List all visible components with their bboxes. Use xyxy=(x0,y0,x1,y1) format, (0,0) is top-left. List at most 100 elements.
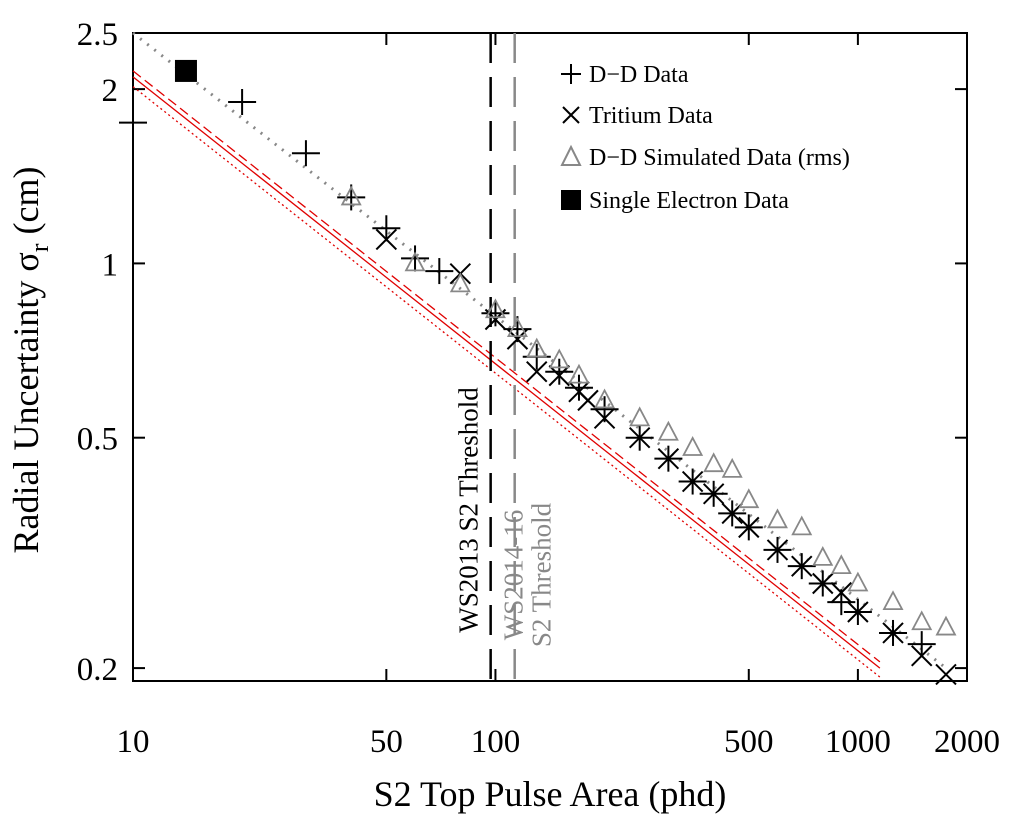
simulated-data-point xyxy=(629,406,651,427)
tritium-data-point xyxy=(812,572,834,595)
y-tick-label: 2 xyxy=(102,73,119,109)
plot-frame xyxy=(132,32,968,682)
tritium-point-b xyxy=(766,539,789,561)
tritium-point-b xyxy=(812,572,834,595)
simulated-data-point xyxy=(911,610,933,631)
simulated-data-point xyxy=(721,457,743,478)
tritium-data-point xyxy=(577,389,599,412)
tritium-point-b xyxy=(935,663,957,686)
tritium-data-point xyxy=(830,581,853,604)
legend-item-single-electron: Single Electron Data xyxy=(561,188,789,214)
simulated-data-point xyxy=(738,488,760,509)
y-tick-label: 1 xyxy=(102,247,119,283)
x-tick-label: 50 xyxy=(370,724,403,760)
y-tick-label: 2.5 xyxy=(77,17,118,53)
dd-data-point xyxy=(372,215,401,242)
y-tick-label: 0.2 xyxy=(77,652,118,688)
fit-lines xyxy=(132,31,947,678)
legend-plus-marker xyxy=(561,64,581,84)
red-dotted-line xyxy=(132,86,881,678)
simulated-data-point xyxy=(568,363,590,384)
threshold-label-ws2014-line1: WS2014-16 xyxy=(499,510,529,641)
simulated-data-point xyxy=(812,545,834,566)
tritium-data-point xyxy=(681,470,704,493)
dd-data-point xyxy=(291,140,320,167)
tritium-data-point xyxy=(721,502,743,525)
y-axis-title-main: Radial Uncertainty σ xyxy=(6,252,46,553)
red-dashed-line xyxy=(132,70,881,663)
threshold-label-ws2013: WS2013 S2 Threshold xyxy=(454,387,484,633)
simulated-data-point xyxy=(766,508,788,529)
tritium-point-b xyxy=(526,361,548,383)
x-axis-title: S2 Top Pulse Area (phd) xyxy=(374,774,727,814)
legend-label-tritium: Tritium Data xyxy=(589,103,713,129)
tritium-data-point xyxy=(935,663,957,686)
tritium-point-b xyxy=(548,364,570,387)
y-axis-title: Radial Uncertainty σr (cm) xyxy=(6,167,54,554)
simulated-data-point xyxy=(340,185,362,206)
tritium-point-b xyxy=(847,601,869,623)
y-axis-title-sub: r xyxy=(25,243,54,252)
tritium-data-point xyxy=(593,407,616,430)
simulated-data-point xyxy=(682,436,704,456)
simulated-data-point xyxy=(449,272,471,293)
tritium-point-b xyxy=(628,426,651,449)
simulated-data-point xyxy=(404,251,426,272)
y-tick-label: 0.5 xyxy=(77,422,118,458)
simulated-data-point xyxy=(526,337,548,358)
tritium-data-point xyxy=(882,622,904,644)
tritium-data-point xyxy=(791,555,813,577)
simulated-data-point xyxy=(935,615,957,636)
threshold-label-ws2014-line2: S2 Threshold xyxy=(527,502,557,647)
tritium-point-b xyxy=(657,447,680,470)
dd-data-point xyxy=(401,245,430,272)
legend-triangle-marker xyxy=(560,144,582,166)
legend-item-dd: D−D Data xyxy=(561,62,689,88)
simulated-data-point xyxy=(484,298,506,319)
dd-data-point xyxy=(425,258,454,285)
tritium-point-b xyxy=(882,622,904,644)
tritium-point-b xyxy=(593,407,616,430)
tritium-point-b xyxy=(911,645,933,667)
simulated-data-point xyxy=(548,348,570,369)
x-tick-label: 500 xyxy=(724,724,774,760)
x-tick-label: 2000 xyxy=(934,724,1000,760)
legend: D−D Data Tritium Data D−D Simulated Data… xyxy=(560,62,850,214)
tritium-data-point xyxy=(628,426,651,449)
tritium-data-point xyxy=(738,516,760,539)
x-tick-label: 100 xyxy=(471,724,521,760)
tick-labels: 10 50 100 500 1000 2000 0.2 0.5 1 2 2.5 xyxy=(77,17,1000,760)
legend-item-tritium: Tritium Data xyxy=(562,103,713,129)
data-points xyxy=(119,59,957,686)
simulated-data-point xyxy=(703,452,725,473)
tritium-data-point xyxy=(375,228,398,251)
tritium-point-b xyxy=(830,581,853,604)
thresholds: WS2013 S2 Threshold WS2014-16S2 Threshold xyxy=(454,33,557,681)
dd-data-point xyxy=(907,631,936,658)
red-solid-line xyxy=(132,76,881,669)
dd-data-point xyxy=(545,358,574,385)
legend-label-dd: D−D Data xyxy=(589,62,689,88)
tritium-data-point xyxy=(702,483,725,505)
simulated-data-point xyxy=(830,554,852,575)
tritium-point-b xyxy=(738,516,760,539)
tritium-point-b xyxy=(702,483,725,505)
legend-label-single-electron: Single Electron Data xyxy=(589,188,789,214)
y-axis-title-units: (cm) xyxy=(6,167,46,244)
dd-data-point xyxy=(119,109,147,136)
ticks xyxy=(132,32,968,681)
tritium-point-b xyxy=(681,470,704,493)
x-tick-label: 10 xyxy=(117,724,150,760)
tritium-data-point xyxy=(847,601,869,623)
tritium-data-point xyxy=(657,447,680,470)
tritium-data-point xyxy=(766,539,789,561)
threshold-label-ws2014: WS2014-16S2 Threshold xyxy=(499,502,557,647)
dd-data-point xyxy=(228,89,257,116)
tritium-data-point xyxy=(911,645,933,667)
simulated-data-point xyxy=(506,317,528,338)
tritium-data-point xyxy=(526,361,548,383)
legend-x-marker xyxy=(562,106,580,124)
simulated-data-point xyxy=(882,590,904,611)
tritium-point-b xyxy=(791,555,813,577)
